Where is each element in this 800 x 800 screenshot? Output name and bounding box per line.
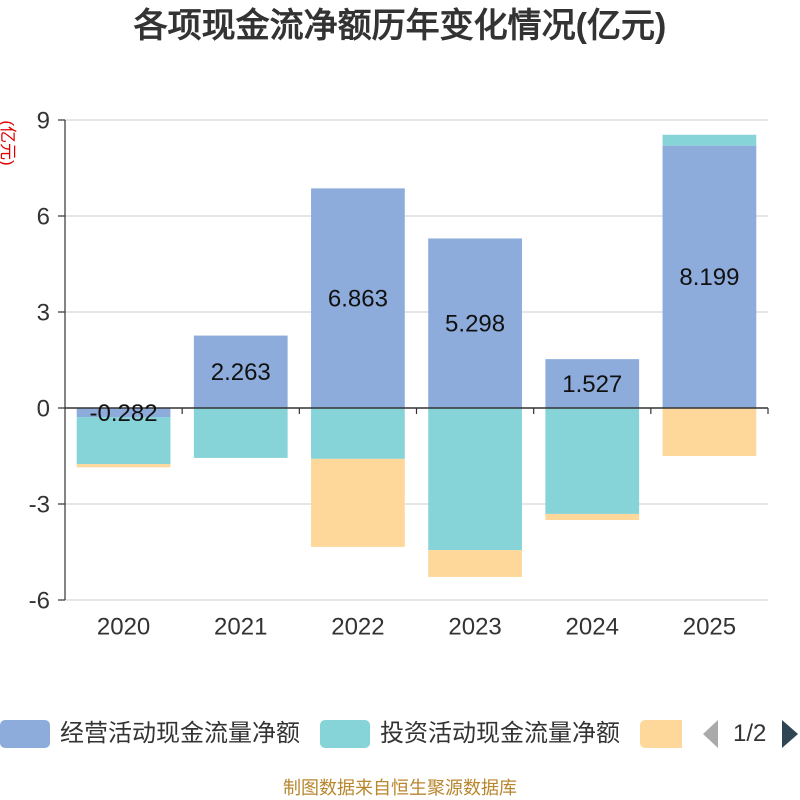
legend-item-operating-cashflow[interactable]: 经营活动现金流量净额	[0, 720, 300, 748]
y-tick-label: 9	[37, 107, 50, 134]
data-label-2025: 8.199	[679, 264, 739, 291]
bar-2024-series-1[interactable]	[545, 359, 640, 408]
legend-pager: 1/2	[700, 720, 800, 748]
bar-2021-series-2[interactable]	[193, 408, 288, 458]
bar-2020-series-1[interactable]	[76, 408, 171, 418]
legend-page-indicator: 1/2	[733, 720, 767, 747]
y-tick-label: 3	[37, 299, 50, 326]
bar-2022-series-1[interactable]	[311, 188, 405, 408]
bar-layer	[76, 134, 757, 577]
legend-label: 经营活动现金流量净额	[60, 720, 300, 747]
legend-item-investing-cashflow[interactable]: 投资活动现金流量净额	[320, 720, 620, 748]
bar-2023-series-1[interactable]	[428, 238, 522, 408]
bar-2021-series-1[interactable]	[193, 335, 288, 408]
x-tick-label-2021: 2021	[214, 613, 267, 640]
bar-2024-series-2[interactable]	[545, 408, 640, 514]
grid-layer	[65, 119, 768, 601]
bar-2020-series-3[interactable]	[76, 464, 171, 468]
y-tick-label: 6	[37, 203, 50, 230]
y-tick-label: -6	[29, 587, 50, 614]
y-tick-label: 0	[37, 395, 50, 422]
x-tick-label-2024: 2024	[566, 613, 619, 640]
bar-2022-series-3[interactable]	[311, 458, 405, 547]
legend-swatch	[0, 720, 50, 748]
legend-item-series-3[interactable]	[640, 720, 682, 748]
data-label-2024: 1.527	[562, 371, 622, 398]
bar-2024-series-3[interactable]	[545, 513, 640, 520]
bar-2025-series-2[interactable]	[662, 134, 757, 146]
bar-2025-series-3[interactable]	[662, 408, 757, 456]
bar-2022-series-2[interactable]	[311, 408, 405, 459]
axis-layer	[58, 119, 769, 601]
y-tick-label: -3	[29, 491, 50, 518]
triangle-right-icon[interactable]	[782, 720, 798, 748]
bar-2025-series-1[interactable]	[662, 145, 757, 408]
data-label-2020: -0.282	[90, 400, 158, 427]
data-source-footer: 制图数据来自恒生聚源数据库	[283, 778, 517, 798]
legend: 经营活动现金流量净额 投资活动现金流量净额	[0, 720, 682, 748]
x-tick-label-2022: 2022	[331, 613, 384, 640]
data-label-2021: 2.263	[211, 359, 271, 386]
bar-2020-series-2[interactable]	[76, 417, 171, 465]
x-tick-label-2020: 2020	[97, 613, 150, 640]
stacked-bar-chart: 9 6 3 0 -3 -6 -0.282 2.263 6.863 5.298 1.527 8.199 2…	[0, 107, 769, 640]
legend-label: 投资活动现金流量净额	[380, 720, 620, 747]
x-tick-label-2025: 2025	[683, 613, 736, 640]
bar-2023-series-3[interactable]	[428, 550, 522, 577]
legend-swatch	[640, 720, 682, 748]
chart-title: 各项现金流净额历年变化情况(亿元)	[133, 7, 667, 45]
y-axis-unit-label: (亿元)	[0, 120, 17, 165]
legend-swatch	[320, 720, 370, 748]
triangle-left-icon[interactable]	[703, 720, 718, 748]
bar-2023-series-2[interactable]	[428, 408, 522, 551]
label-layer: 9 6 3 0 -3 -6 -0.282 2.263 6.863 5.298 1.527 8.199 2…	[29, 107, 740, 640]
data-label-2022: 6.863	[328, 286, 388, 313]
data-label-2023: 5.298	[445, 311, 505, 338]
x-tick-label-2023: 2023	[448, 613, 501, 640]
